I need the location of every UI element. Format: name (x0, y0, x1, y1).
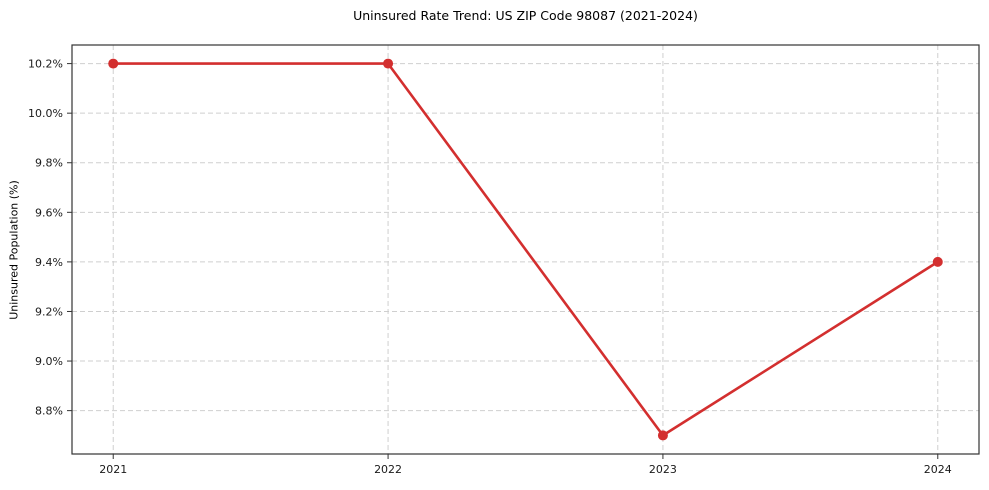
data-point-2023 (657, 430, 668, 441)
y-tick-label: 9.4% (35, 256, 63, 269)
x-tick-label: 2023 (649, 463, 677, 476)
y-tick-label: 10.0% (28, 107, 63, 120)
y-tick-label: 9.0% (35, 355, 63, 368)
x-tick-label: 2024 (924, 463, 952, 476)
data-point-2024 (932, 256, 943, 267)
x-tick-label: 2021 (99, 463, 127, 476)
trend-line (111, 62, 940, 437)
plot-border (71, 44, 980, 455)
y-tick-label: 9.8% (35, 157, 63, 170)
data-point-2022 (383, 58, 394, 69)
x-tick-label: 2022 (374, 463, 402, 476)
y-tick-label: 9.6% (35, 206, 63, 219)
y-tick-label: 9.2% (35, 305, 63, 318)
y-tick-label: 8.8% (35, 405, 63, 418)
chart-title: Uninsured Rate Trend: US ZIP Code 98087 … (353, 8, 698, 23)
y-tick-label: 10.2% (28, 58, 63, 71)
data-point-2021 (108, 58, 119, 69)
